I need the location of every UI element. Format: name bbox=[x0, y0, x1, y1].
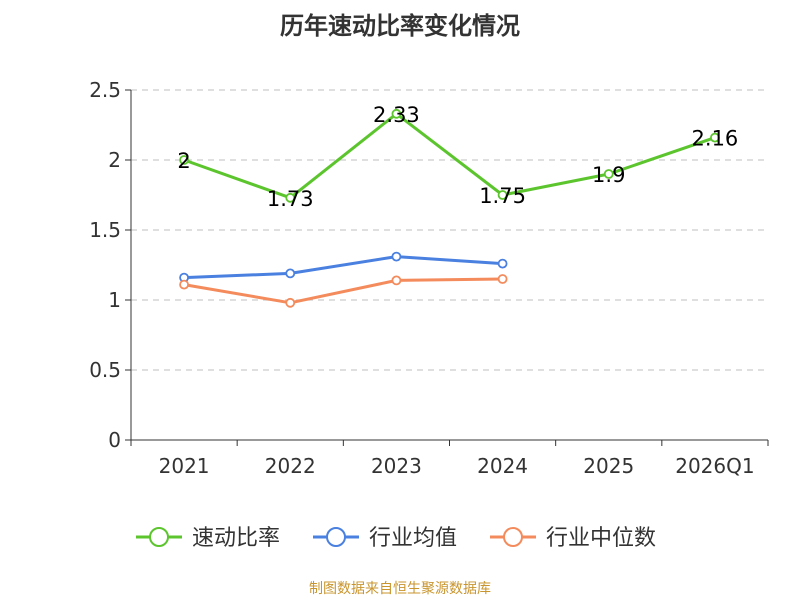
series-group bbox=[179, 108, 720, 308]
data-point bbox=[285, 268, 296, 279]
y-tick-label: 0 bbox=[108, 428, 121, 452]
x-tick-label: 2026Q1 bbox=[675, 454, 754, 478]
data-label: 2 bbox=[177, 149, 190, 173]
series-line-2 bbox=[183, 277, 503, 305]
data-point bbox=[497, 274, 508, 284]
axes: 0 0.5 1 1.5 2 2.5 2021 2022 2023 2024 2025 2026Q1 bbox=[89, 78, 769, 478]
y-tick-label: 2 bbox=[108, 148, 121, 172]
y-tick-label: 1.5 bbox=[89, 218, 121, 242]
data-point bbox=[497, 258, 508, 269]
x-tick-label: 2022 bbox=[265, 454, 316, 478]
data-label: 1.75 bbox=[479, 184, 526, 208]
data-point bbox=[285, 192, 296, 203]
data-labels: 2 1.73 2.33 1.75 1.9 2.16 bbox=[177, 103, 738, 211]
data-point bbox=[179, 155, 189, 165]
data-label: 2.33 bbox=[373, 103, 420, 127]
data-point bbox=[391, 108, 402, 119]
data-point bbox=[710, 132, 720, 143]
legend: 速动比率 行业均值 行业中位数 bbox=[136, 526, 656, 551]
legend-item-1[interactable]: 行业均值 bbox=[313, 526, 457, 551]
legend-marker bbox=[326, 527, 346, 547]
series-line-1 bbox=[184, 255, 503, 280]
source-note: 制图数据来自恒生聚源数据库 bbox=[309, 581, 491, 597]
legend-item-2[interactable]: 行业中位数 bbox=[490, 526, 656, 551]
series-line-0 bbox=[183, 112, 716, 200]
data-point bbox=[179, 279, 189, 290]
data-label: 1.73 bbox=[267, 187, 314, 211]
y-tick-label: 1 bbox=[108, 288, 121, 312]
x-tick-label: 2021 bbox=[159, 454, 210, 478]
y-tick-label: 0.5 bbox=[89, 358, 121, 382]
legend-label: 行业均值 bbox=[369, 526, 457, 551]
data-point bbox=[391, 275, 402, 286]
y-tick-label: 2.5 bbox=[89, 78, 121, 102]
data-point bbox=[497, 190, 508, 200]
legend-label: 行业中位数 bbox=[546, 526, 656, 551]
grid-lines bbox=[131, 89, 768, 371]
data-point bbox=[285, 297, 296, 308]
chart-title: 历年速动比率变化情况 bbox=[280, 12, 520, 40]
legend-label: 速动比率 bbox=[192, 526, 280, 551]
legend-item-0[interactable]: 速动比率 bbox=[136, 526, 280, 551]
data-label: 1.9 bbox=[592, 163, 625, 187]
data-label: 2.16 bbox=[692, 127, 739, 151]
data-point bbox=[391, 251, 402, 262]
legend-marker bbox=[149, 527, 169, 547]
legend-marker bbox=[503, 527, 523, 547]
x-tick-label: 2023 bbox=[371, 454, 422, 478]
x-tick-label: 2025 bbox=[583, 454, 634, 478]
x-tick-label: 2024 bbox=[477, 454, 528, 478]
data-point bbox=[603, 169, 614, 179]
